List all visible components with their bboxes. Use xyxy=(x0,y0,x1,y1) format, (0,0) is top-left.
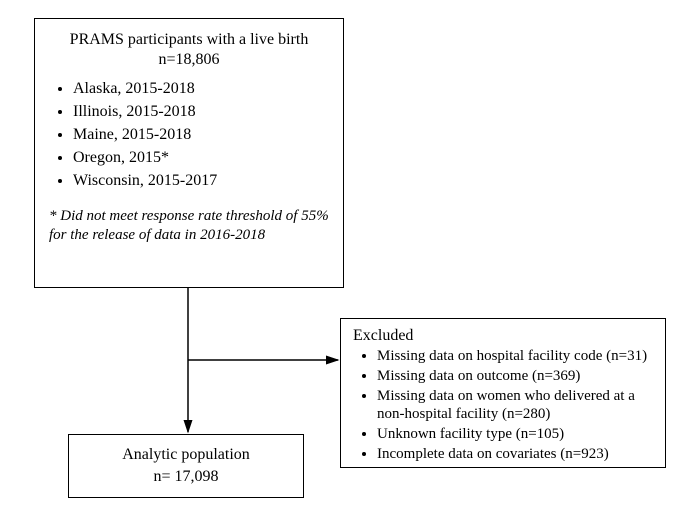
excluded-list: Missing data on hospital facility code (… xyxy=(353,347,653,464)
excluded-title: Excluded xyxy=(353,327,653,345)
list-item: Wisconsin, 2015-2017 xyxy=(73,171,329,191)
list-item: Missing data on hospital facility code (… xyxy=(377,347,653,366)
analytic-title: Analytic population xyxy=(122,446,250,464)
source-population-box: PRAMS participants with a live birth n=1… xyxy=(34,18,344,288)
excluded-box: Excluded Missing data on hospital facili… xyxy=(340,318,666,468)
list-item: Missing data on women who delivered at a… xyxy=(377,387,653,425)
list-item: Missing data on outcome (n=369) xyxy=(377,367,653,386)
list-item: Illinois, 2015-2018 xyxy=(73,102,329,122)
source-title: PRAMS participants with a live birth xyxy=(49,31,329,49)
list-item: Incomplete data on covariates (n=923) xyxy=(377,445,653,464)
analytic-population-box: Analytic population n= 17,098 xyxy=(68,434,304,498)
source-n: n=18,806 xyxy=(49,51,329,69)
list-item: Alaska, 2015-2018 xyxy=(73,79,329,99)
state-list: Alaska, 2015-2018 Illinois, 2015-2018 Ma… xyxy=(49,79,329,191)
analytic-n: n= 17,098 xyxy=(153,468,218,486)
list-item: Oregon, 2015* xyxy=(73,148,329,168)
list-item: Maine, 2015-2018 xyxy=(73,125,329,145)
footnote: * Did not meet response rate threshold o… xyxy=(49,207,329,245)
list-item: Unknown facility type (n=105) xyxy=(377,425,653,444)
